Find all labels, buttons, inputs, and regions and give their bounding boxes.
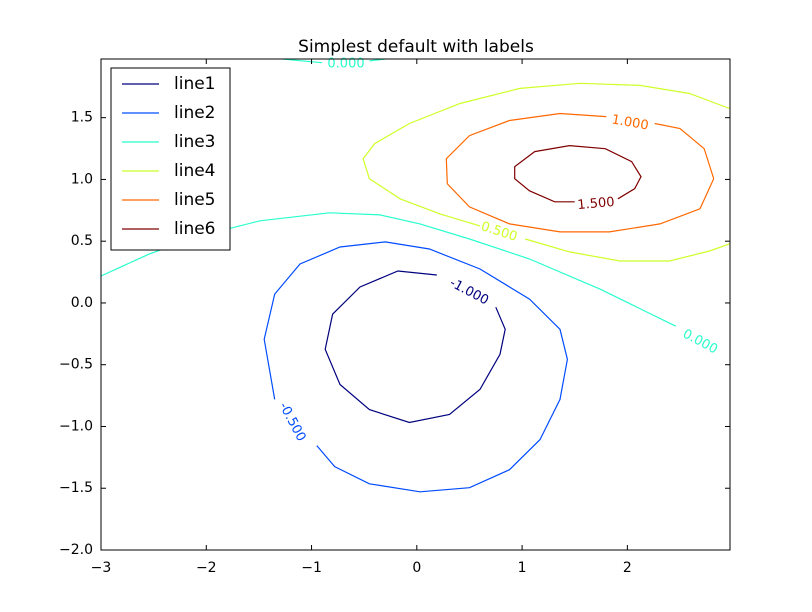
legend-label: line3 [174,132,216,152]
contour-label: 1.500 [577,195,615,213]
contour-line [514,144,642,203]
contour-label: 1.000 [610,112,649,133]
legend-label: line4 [174,161,216,181]
contours [101,59,730,493]
y-tick-label: −1.5 [59,480,93,496]
legend-label: line2 [174,103,216,123]
x-tick-label: 0 [412,560,421,576]
chart-title: Simplest default with labels [298,37,534,57]
legend-label: line6 [174,219,216,239]
y-tick-label: −1.0 [59,418,93,434]
contour-line [445,112,715,233]
plot-frame [100,58,731,551]
x-tick-label: −2 [196,560,217,576]
legend-label: line1 [174,74,216,94]
y-tick-label: 0.5 [71,233,93,249]
contour-line [263,241,569,493]
legend-box [110,67,231,251]
contour-line [324,270,506,424]
x-tick-label: 2 [623,560,632,576]
legend-label: line5 [174,190,216,210]
y-tick-label: 1.0 [71,171,93,187]
x-tick-label: −1 [301,560,322,576]
contour-line [362,82,730,262]
contour-label: 0.000 [327,57,364,72]
y-tick-label: −0.5 [59,357,93,373]
y-tick-label: 0.0 [71,295,93,311]
x-tick-label: 1 [518,560,527,576]
y-tick-label: −2.0 [59,542,93,558]
y-tick-label: 1.5 [71,110,93,126]
x-tick-label: −3 [91,560,112,576]
